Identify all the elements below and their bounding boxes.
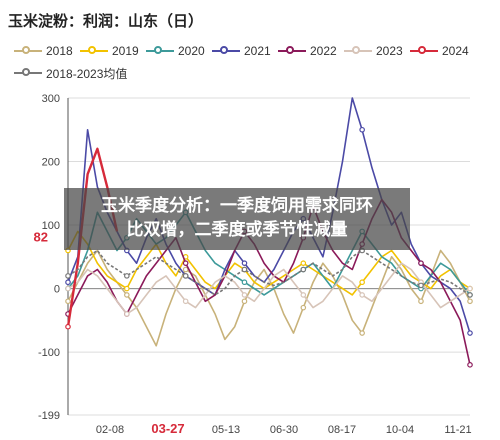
- legend-swatch: [80, 45, 108, 57]
- legend-row: 2018 2019 2020 2021 2022 2023 2024: [14, 40, 494, 62]
- legend-swatch: [14, 45, 42, 57]
- legend-item[interactable]: 2019: [80, 44, 146, 58]
- data-point: [65, 273, 71, 279]
- legend-item[interactable]: 2021: [212, 44, 278, 58]
- legend-label: 2022: [310, 44, 337, 58]
- data-point: [467, 285, 473, 292]
- data-point: [65, 323, 71, 330]
- data-point: [65, 285, 71, 292]
- x-tick-label: 02-08: [96, 424, 124, 436]
- data-point: [359, 126, 365, 133]
- legend-swatch: [344, 45, 372, 57]
- y-tick-label: 200: [42, 157, 60, 169]
- legend-label: 2018-2023均值: [46, 66, 128, 81]
- data-point: [418, 298, 424, 305]
- legend-item[interactable]: 2024: [410, 44, 476, 58]
- data-point: [182, 266, 189, 273]
- legend-item[interactable]: 2020: [146, 44, 212, 58]
- data-point: [359, 292, 365, 298]
- legend-swatch: [212, 45, 240, 57]
- legend-label: 2019: [112, 44, 139, 58]
- legend-item[interactable]: 2018: [14, 44, 80, 58]
- legend-label: 2023: [376, 44, 403, 58]
- data-point: [65, 298, 71, 305]
- data-point: [182, 298, 189, 305]
- legend-row: 2018-2023均值: [14, 62, 494, 84]
- banner-line-1: 玉米季度分析：一季度饲用需求同环: [101, 196, 373, 216]
- legend-swatch: [14, 67, 42, 79]
- series-line: [67, 230, 471, 296]
- data-point: [241, 279, 248, 286]
- overlay-banner: 玉米季度分析：一季度饲用需求同环 比双增，二季度或季节性减量: [64, 188, 410, 250]
- legend-item[interactable]: 2022: [278, 44, 344, 58]
- y-tick-label: -199: [38, 410, 60, 422]
- y-highlight-label: 82: [34, 229, 48, 244]
- legend-label: 2020: [178, 44, 205, 58]
- data-point: [65, 279, 71, 286]
- legend-swatch: [410, 45, 438, 57]
- data-point: [241, 260, 248, 266]
- data-point: [241, 266, 248, 273]
- data-point: [359, 279, 365, 286]
- x-tick-label: 11-21: [444, 424, 471, 436]
- data-point: [124, 292, 130, 298]
- x-tick-label: 06-30: [270, 424, 298, 436]
- legend-label: 2018: [46, 44, 73, 58]
- data-point: [467, 362, 473, 368]
- y-tick-label: 100: [42, 220, 60, 232]
- series-line: [67, 249, 471, 296]
- data-point: [300, 292, 307, 298]
- data-point: [300, 304, 307, 311]
- data-point: [300, 260, 307, 266]
- data-point: [182, 273, 189, 279]
- data-point: [182, 260, 189, 266]
- x-tick-label: 03-27: [151, 421, 184, 436]
- series-line: [67, 249, 471, 347]
- legend-swatch: [278, 45, 306, 57]
- legend-swatch: [146, 45, 174, 57]
- data-point: [241, 292, 248, 298]
- series-line: [67, 262, 471, 315]
- x-tick-label: 05-13: [212, 424, 240, 436]
- legend-item[interactable]: 2018-2023均值: [14, 65, 154, 82]
- banner-line-2: 比双增，二季度或季节性减量: [126, 220, 348, 240]
- data-point: [467, 298, 473, 305]
- data-point: [467, 292, 473, 298]
- data-point: [241, 298, 248, 305]
- y-tick-label: -100: [38, 347, 60, 359]
- x-tick-label: 10-04: [386, 424, 414, 436]
- data-point: [124, 273, 130, 279]
- y-tick-label: 0: [54, 284, 60, 296]
- chart-legend: 2018 2019 2020 2021 2022 2023 2024 2018-2023均值: [14, 40, 494, 84]
- data-point: [467, 330, 473, 336]
- legend-label: 2021: [244, 44, 271, 58]
- data-point: [124, 311, 130, 317]
- data-point: [124, 285, 130, 292]
- data-point: [418, 282, 424, 289]
- legend-item[interactable]: 2023: [344, 44, 410, 58]
- data-point: [359, 330, 365, 336]
- chart-title: 玉米淀粉：利润：山东（日）: [8, 13, 204, 30]
- data-point: [418, 260, 424, 266]
- x-tick-label: 08-17: [328, 424, 356, 436]
- legend-label: 2024: [442, 44, 469, 58]
- data-point: [300, 266, 307, 273]
- y-tick-label: 300: [42, 93, 60, 105]
